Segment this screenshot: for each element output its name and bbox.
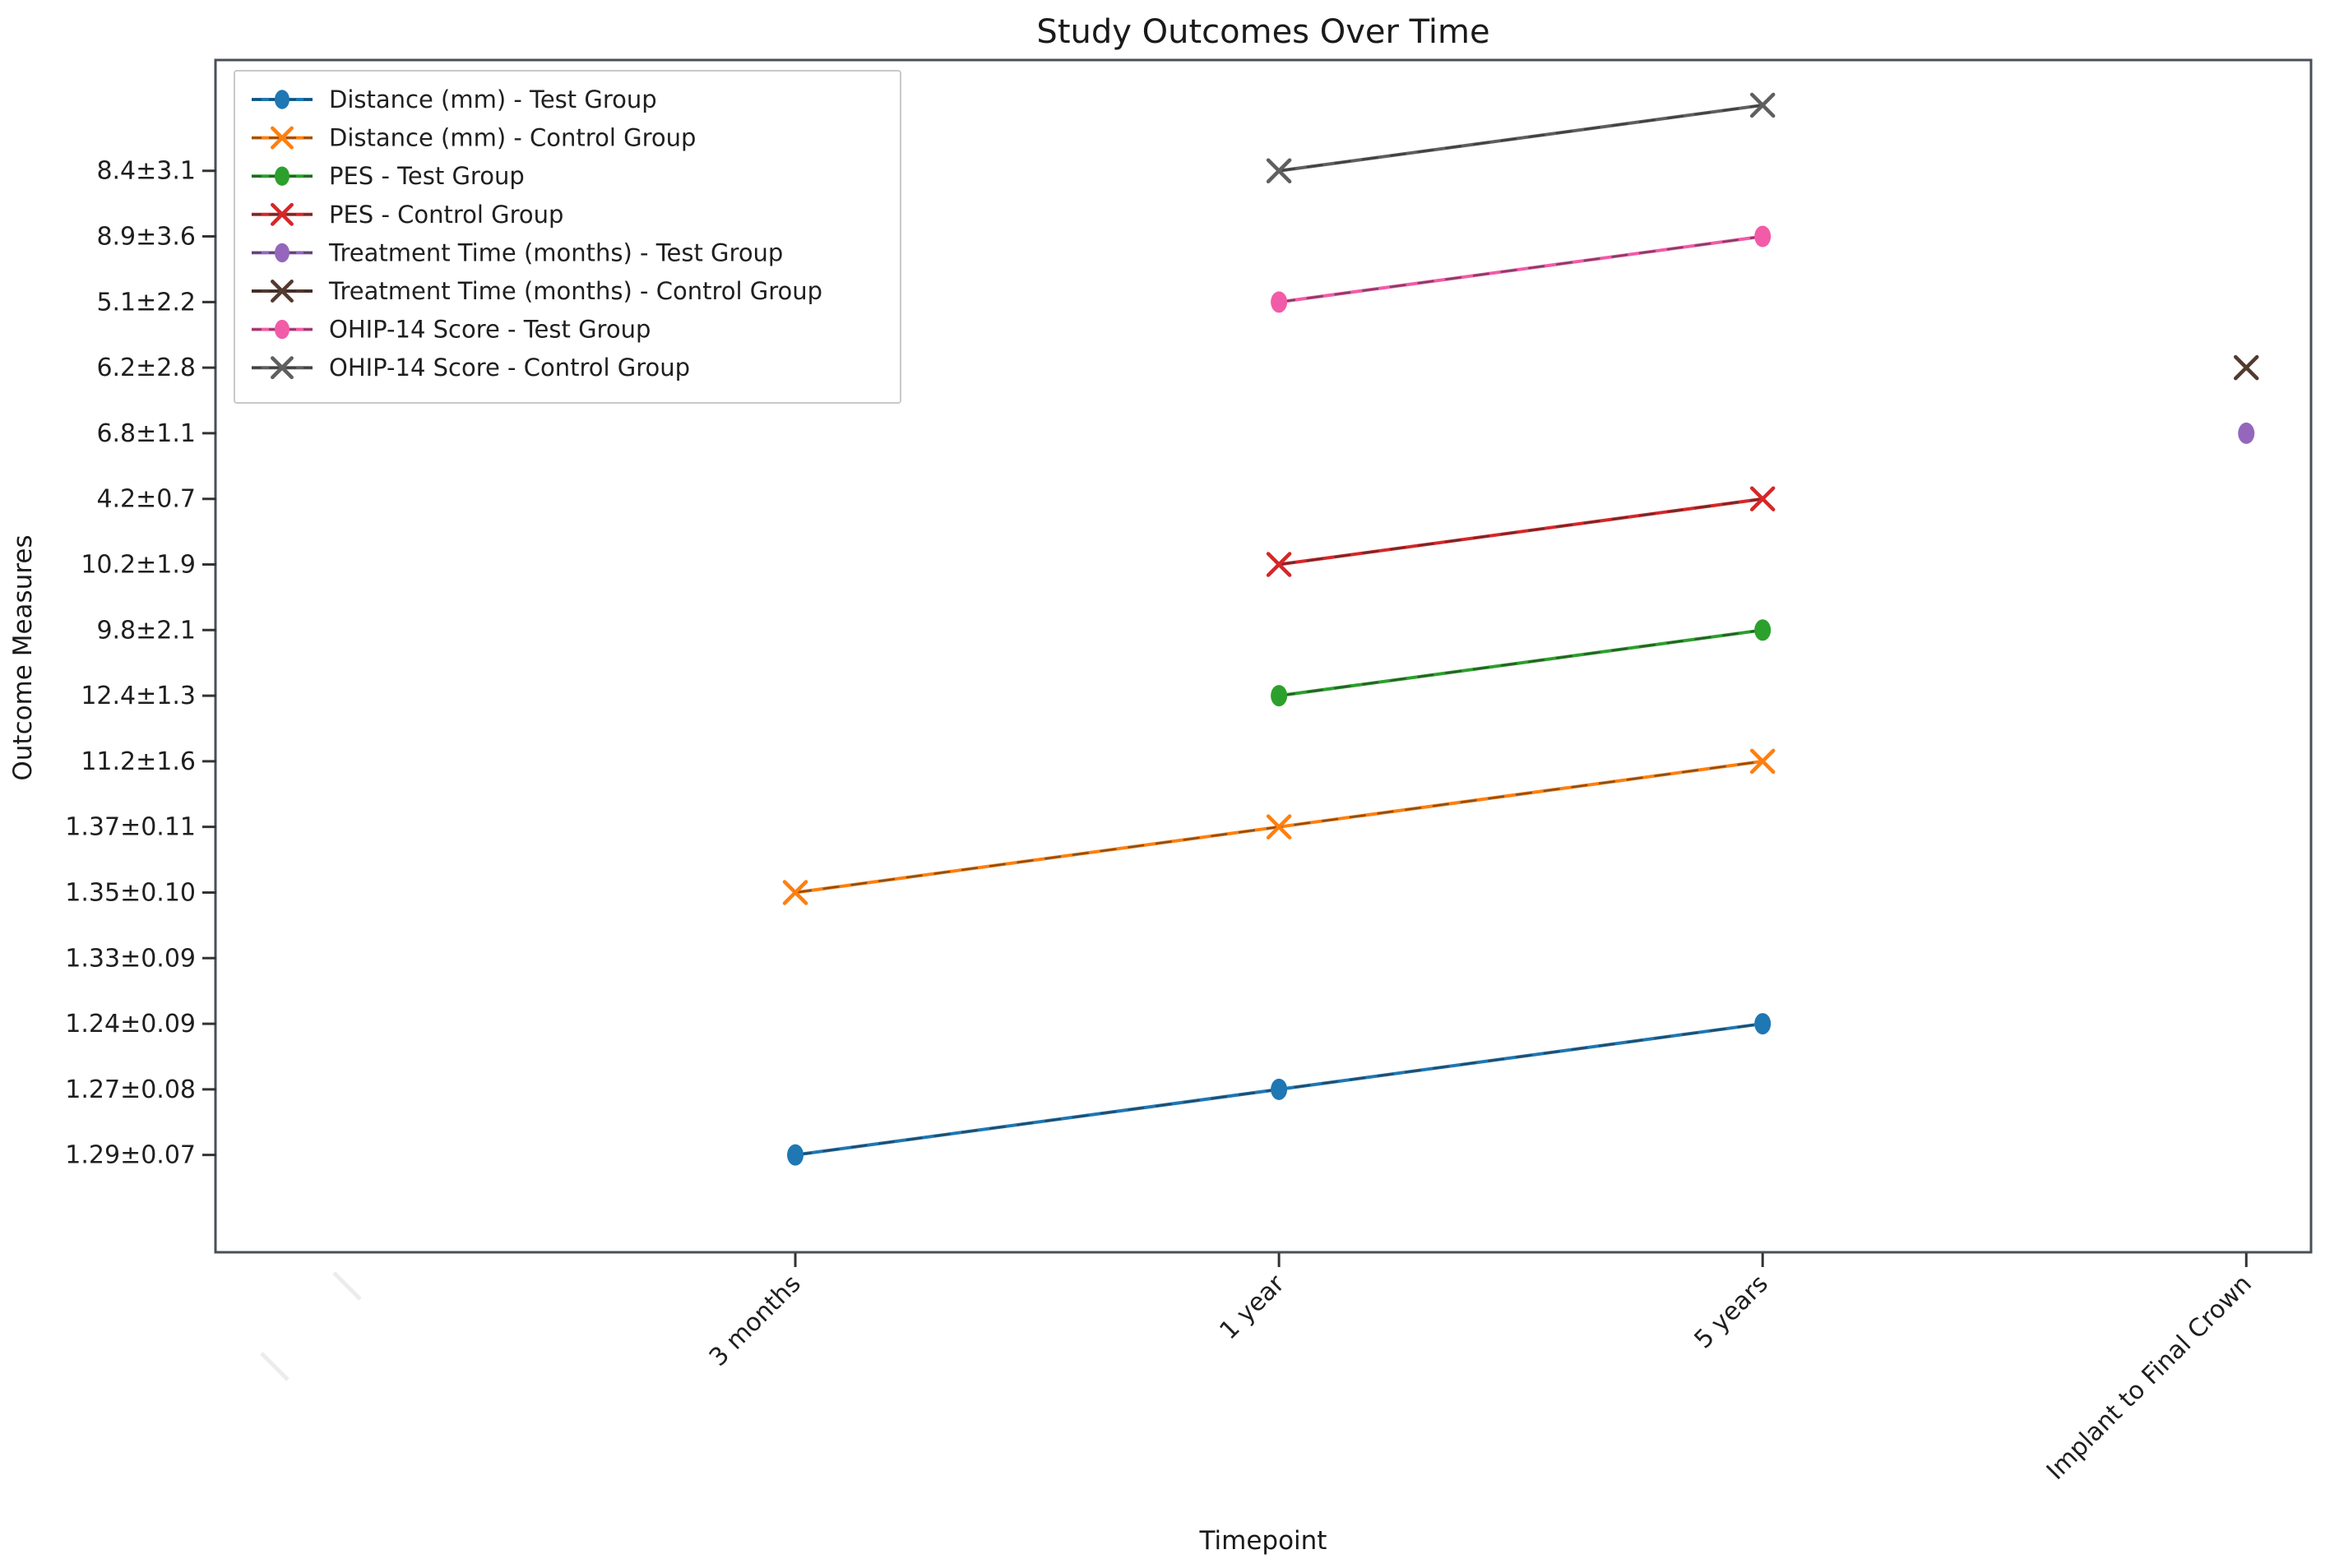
y-tick-label: 8.4±3.1 <box>96 157 196 186</box>
faint-artifact <box>260 1352 289 1381</box>
y-tick-label: 6.2±2.8 <box>96 354 196 382</box>
data-point-marker <box>1749 748 1776 775</box>
legend-item-label: PES - Control Group <box>329 201 563 229</box>
data-point-marker <box>271 356 294 380</box>
data-point-marker <box>271 280 294 303</box>
legend-box <box>234 70 901 404</box>
series-line-overlay <box>1278 235 1763 303</box>
y-tick-label: 1.33±0.09 <box>65 944 196 973</box>
y-tick-label: 4.2±0.7 <box>96 485 196 514</box>
legend-item-label: Treatment Time (months) - Control Group <box>328 277 822 305</box>
y-tick-label: 6.8±1.1 <box>96 419 196 448</box>
legend-item-label: Distance (mm) - Control Group <box>329 124 696 152</box>
y-tick-label: 1.37±0.11 <box>65 813 196 842</box>
series-line <box>1278 497 1763 567</box>
x-axis-label: Timepoint <box>1199 1526 1327 1556</box>
series-line <box>1278 234 1763 304</box>
data-point-marker <box>787 1144 804 1166</box>
data-point-marker <box>275 166 289 186</box>
data-point-marker <box>1266 814 1292 840</box>
data-point-marker <box>1271 1078 1288 1100</box>
data-point-marker <box>1271 291 1288 313</box>
series-line <box>1278 103 1763 173</box>
y-tick-label: 9.8±2.1 <box>96 616 196 645</box>
y-tick-label: 10.2±1.9 <box>81 551 196 580</box>
x-tick-label: 5 years <box>1688 1270 1773 1354</box>
y-tick-label: 12.4±1.3 <box>81 682 196 710</box>
legend-item-label: Treatment Time (months) - Test Group <box>328 238 783 266</box>
series-line-overlay <box>1278 104 1763 172</box>
data-point-marker <box>1749 92 1776 118</box>
plot-border <box>214 58 2313 1254</box>
legend: Distance (mm) - Test Group Distance (mm) … <box>234 70 901 404</box>
y-tick-label: 8.9±3.6 <box>96 223 196 252</box>
series-line-overlay <box>1278 497 1763 566</box>
data-point-marker <box>1754 619 1772 641</box>
data-point-marker <box>275 90 289 109</box>
data-point-marker <box>275 243 289 263</box>
x-tick-label: 3 months <box>704 1270 807 1372</box>
data-point-marker <box>1754 1013 1772 1035</box>
data-point-marker <box>1266 158 1292 183</box>
y-axis-label: Outcome Measures <box>8 534 38 780</box>
data-point-marker <box>782 880 808 905</box>
y-tick-label: 1.27±0.08 <box>65 1075 196 1104</box>
y-tick-label: 11.2±1.6 <box>81 747 196 776</box>
legend-item-label: Distance (mm) - Test Group <box>329 86 657 113</box>
data-point-marker <box>1271 685 1288 707</box>
data-point-marker <box>1754 225 1772 247</box>
data-point-marker <box>1749 486 1776 511</box>
data-point-marker <box>271 126 294 150</box>
data-point-marker <box>2238 422 2255 444</box>
data-point-marker <box>271 202 294 226</box>
data-point-marker <box>1266 552 1292 577</box>
y-tick-label: 1.29±0.07 <box>65 1141 196 1170</box>
y-tick-label: 5.1±2.2 <box>96 288 196 317</box>
faint-artifact <box>332 1271 362 1301</box>
chart-title: Study Outcomes Over Time <box>1036 13 1489 51</box>
y-tick-label: 1.24±0.09 <box>65 1010 196 1038</box>
legend-item-label: OHIP-14 Score - Control Group <box>329 354 690 382</box>
legend-item-label: OHIP-14 Score - Test Group <box>329 316 651 344</box>
legend-item-label: PES - Test Group <box>329 162 525 190</box>
x-tick-label: Implant to Final Crown <box>2041 1270 2258 1486</box>
x-tick-label: 1 year <box>1214 1269 1290 1345</box>
data-point-marker <box>275 319 289 340</box>
data-point-marker <box>2234 354 2259 381</box>
series-line-overlay <box>1278 629 1763 697</box>
y-tick-label: 1.35±0.10 <box>65 878 196 907</box>
series-line <box>1278 628 1763 698</box>
